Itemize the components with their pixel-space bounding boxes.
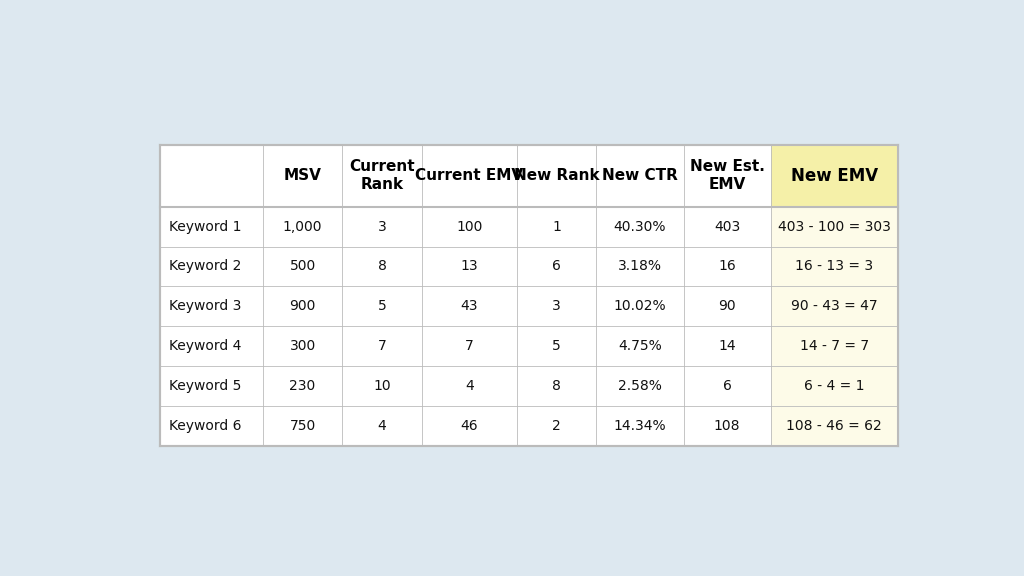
Text: 108 - 46 = 62: 108 - 46 = 62	[786, 419, 883, 433]
Text: 100: 100	[456, 219, 482, 234]
Text: Keyword 6: Keyword 6	[169, 419, 242, 433]
Text: 7: 7	[378, 339, 386, 353]
Text: 2.58%: 2.58%	[617, 379, 662, 393]
Bar	[160, 145, 898, 446]
Text: 8: 8	[552, 379, 561, 393]
Text: 14.34%: 14.34%	[613, 419, 667, 433]
Text: 40.30%: 40.30%	[613, 219, 667, 234]
Bar	[771, 366, 898, 406]
Text: Keyword 5: Keyword 5	[169, 379, 242, 393]
Text: Keyword 2: Keyword 2	[169, 259, 242, 274]
Text: 14: 14	[719, 339, 736, 353]
Text: Current EMV: Current EMV	[415, 168, 523, 183]
Text: 230: 230	[290, 379, 315, 393]
Text: 13: 13	[461, 259, 478, 274]
Text: New CTR: New CTR	[602, 168, 678, 183]
Text: 4.75%: 4.75%	[618, 339, 662, 353]
Text: 3: 3	[378, 219, 386, 234]
Text: Keyword 4: Keyword 4	[169, 339, 242, 353]
Bar	[771, 145, 898, 207]
Text: 43: 43	[461, 300, 478, 313]
Bar	[771, 247, 898, 286]
Text: 14 - 7 = 7: 14 - 7 = 7	[800, 339, 869, 353]
Text: 10: 10	[373, 379, 391, 393]
Text: 7: 7	[465, 339, 474, 353]
Text: 16 - 13 = 3: 16 - 13 = 3	[796, 259, 873, 274]
Text: 5: 5	[552, 339, 561, 353]
Text: 900: 900	[290, 300, 315, 313]
Text: 403: 403	[714, 219, 740, 234]
Text: 46: 46	[461, 419, 478, 433]
Text: 2: 2	[552, 419, 561, 433]
Text: 6 - 4 = 1: 6 - 4 = 1	[804, 379, 864, 393]
Text: 108: 108	[714, 419, 740, 433]
Text: MSV: MSV	[284, 168, 322, 183]
Text: 4: 4	[465, 379, 474, 393]
Text: Current
Rank: Current Rank	[349, 160, 415, 192]
Bar	[771, 327, 898, 366]
Bar	[771, 207, 898, 247]
Text: 300: 300	[290, 339, 315, 353]
Text: 3.18%: 3.18%	[617, 259, 662, 274]
Text: 6: 6	[552, 259, 561, 274]
Text: 16: 16	[718, 259, 736, 274]
Text: Keyword 3: Keyword 3	[169, 300, 242, 313]
Text: 90: 90	[719, 300, 736, 313]
Bar	[771, 406, 898, 446]
Text: New Est.
EMV: New Est. EMV	[690, 160, 765, 192]
Text: New Rank: New Rank	[514, 168, 599, 183]
Text: 3: 3	[552, 300, 561, 313]
Text: 750: 750	[290, 419, 315, 433]
Text: Keyword 1: Keyword 1	[169, 219, 242, 234]
Text: 403 - 100 = 303: 403 - 100 = 303	[778, 219, 891, 234]
Text: New EMV: New EMV	[791, 166, 878, 184]
Text: 90 - 43 = 47: 90 - 43 = 47	[791, 300, 878, 313]
Bar	[771, 286, 898, 327]
Text: 5: 5	[378, 300, 386, 313]
Text: 4: 4	[378, 419, 386, 433]
Text: 1: 1	[552, 219, 561, 234]
Text: 10.02%: 10.02%	[613, 300, 667, 313]
Text: 8: 8	[378, 259, 386, 274]
Text: 500: 500	[290, 259, 315, 274]
Text: 1,000: 1,000	[283, 219, 323, 234]
Text: 6: 6	[723, 379, 731, 393]
